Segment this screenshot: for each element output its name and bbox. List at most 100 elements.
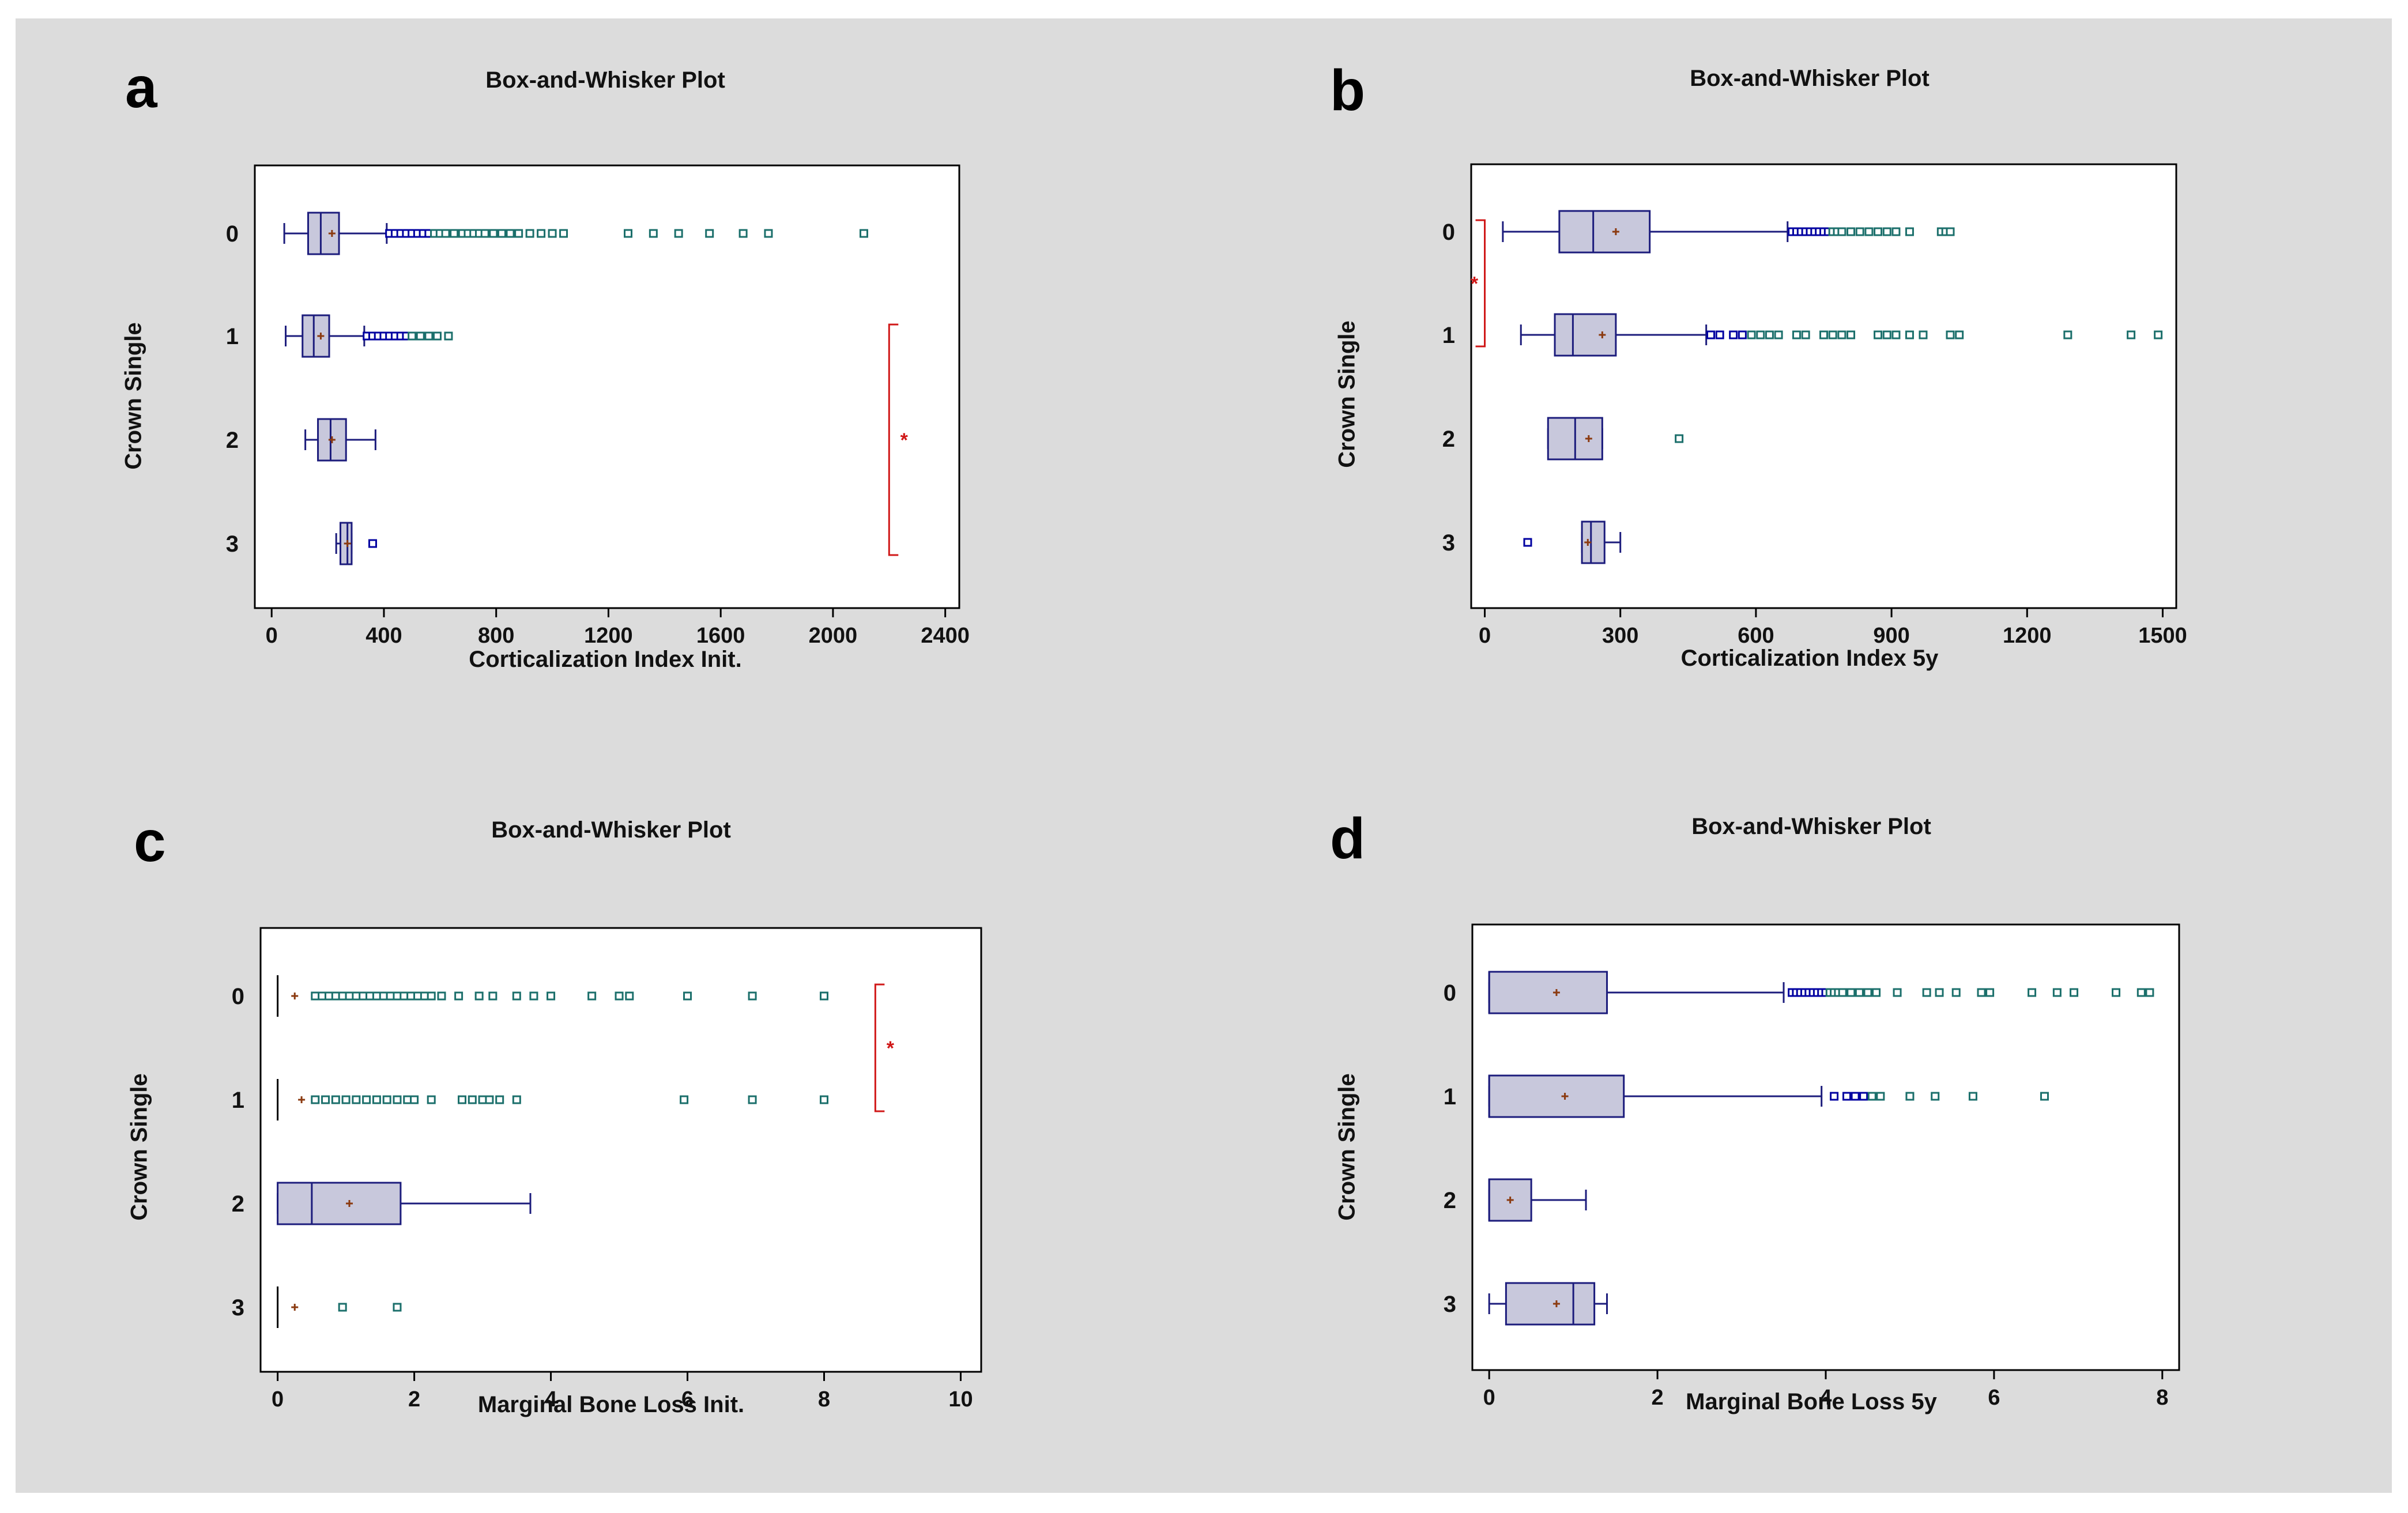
outlier-point [427, 1095, 436, 1104]
outlier-point [485, 1095, 494, 1104]
boxplot-chart-b: 0 300 600 900 1200 1500 0 1 2 3 * [1442, 163, 2187, 648]
outlier-point [393, 1095, 402, 1104]
outlier-point [1968, 1092, 1977, 1101]
y-tick-label: 2 [232, 1191, 244, 1217]
outlier-point [352, 1095, 361, 1104]
box [1488, 971, 1608, 1014]
outlier-point [1675, 434, 1684, 443]
x-axis-label-d: Marginal Bone Loss 5y [1686, 1389, 1937, 1414]
outlier-point [1977, 988, 1986, 997]
x-axis-label-b: Corticalization Index 5y [1680, 646, 1939, 671]
outlier-point [1882, 330, 1891, 339]
outlier-point [738, 229, 748, 238]
outlier-point [2145, 988, 2154, 997]
y-tick-label: 1 [1444, 1084, 1456, 1110]
outlier-point [649, 229, 658, 238]
outlier-point [1855, 988, 1864, 997]
x-tick-label: 600 [1738, 624, 1774, 648]
outlier-point [512, 1095, 521, 1104]
outlier-point [489, 229, 498, 238]
x-tick-label: 2000 [809, 624, 858, 648]
outlier-point [587, 991, 597, 1001]
plot-area [254, 164, 960, 609]
outlier-point [1859, 1092, 1868, 1101]
outlier-point [372, 991, 381, 1001]
boxplot-chart-a: 0 400 800 1200 1600 2000 2400 0 1 2 3 * [226, 164, 970, 648]
outlier-point [624, 229, 633, 238]
outlier-point [1919, 330, 1928, 339]
outlier-point [341, 1095, 351, 1104]
outlier-point [1864, 227, 1874, 236]
outlier-point [2063, 330, 2072, 339]
outlier-point [393, 1303, 402, 1312]
outlier-point [1838, 988, 1847, 997]
x-tick-label: 400 [365, 624, 402, 648]
outlier-point [382, 1095, 391, 1104]
outlier-point [1801, 330, 1810, 339]
plot-area [259, 927, 982, 1373]
x-axis-label-c: Marginal Bone Loss Init. [477, 1392, 745, 1417]
outlier-point [559, 229, 568, 238]
outlier-point [454, 991, 463, 1001]
outlier-point [2112, 988, 2121, 997]
outlier-point [311, 991, 320, 1001]
box [277, 1182, 402, 1225]
x-tick-label: 0 [1483, 1386, 1495, 1410]
outlier-point [764, 229, 773, 238]
chart-title-b: Box-and-Whisker Plot [1690, 66, 1930, 91]
outlier-point [372, 1095, 381, 1104]
outlier-point [1738, 330, 1747, 339]
panel-d: d Box-and-Whisker Plot Marginal Bone Los… [1206, 749, 2394, 1493]
x-tick-label: 1500 [2138, 624, 2187, 648]
x-tick-label: 8 [818, 1387, 830, 1412]
outlier-point [444, 331, 453, 341]
outlier-point [386, 991, 395, 1001]
outlier-point [547, 991, 556, 1001]
outlier-point [321, 1095, 330, 1104]
box [302, 314, 330, 358]
outlier-point [625, 991, 634, 1001]
outlier-point [2127, 330, 2136, 339]
outlier-point [1851, 1092, 1860, 1101]
panel-letter-b: b [1330, 58, 1366, 123]
x-tick-label: 0 [266, 624, 278, 648]
y-tick-label: 0 [232, 984, 244, 1009]
outlier-point [318, 991, 327, 1001]
outlier-point [1931, 1092, 1940, 1101]
outlier-point [338, 991, 347, 1001]
outlier-point [497, 229, 506, 238]
panel-a: a Box-and-Whisker Plot Corticalization I… [16, 18, 1203, 762]
significance-star: * [900, 429, 909, 451]
outlier-point [1837, 330, 1846, 339]
y-tick-label: 3 [1442, 530, 1455, 556]
outlier-point [2154, 330, 2163, 339]
panel-b: b Box-and-Whisker Plot Corticalization I… [1206, 18, 2394, 762]
box [1558, 210, 1651, 254]
x-tick-label: 4 [1819, 1386, 1832, 1410]
y-tick-label: 0 [226, 221, 239, 247]
outlier-point [345, 991, 354, 1001]
outlier-point [403, 1095, 412, 1104]
outlier-point [420, 991, 429, 1001]
outlier-point [1747, 330, 1756, 339]
outlier-point [400, 991, 409, 1001]
panel-c: c Box-and-Whisker Plot Marginal Bone Los… [16, 749, 1203, 1493]
outlier-point [748, 991, 757, 1001]
outlier-point [379, 991, 388, 1001]
outlier-point [393, 991, 402, 1001]
y-tick-label: 1 [232, 1088, 244, 1113]
outlier-point [458, 1095, 467, 1104]
outlier-point [1756, 330, 1765, 339]
outlier-point [537, 229, 546, 238]
outlier-point [1922, 988, 1931, 997]
outlier-point [324, 991, 333, 1001]
outlier-point [674, 229, 683, 238]
outlier-point [338, 1303, 347, 1312]
outlier-point [1523, 538, 1532, 547]
x-tick-label: 1200 [2003, 624, 2052, 648]
outlier-point [1867, 1092, 1876, 1101]
significance-bracket [888, 323, 899, 556]
outlier-point [859, 229, 868, 238]
outlier-point [408, 331, 417, 341]
significance-bracket [874, 983, 885, 1112]
